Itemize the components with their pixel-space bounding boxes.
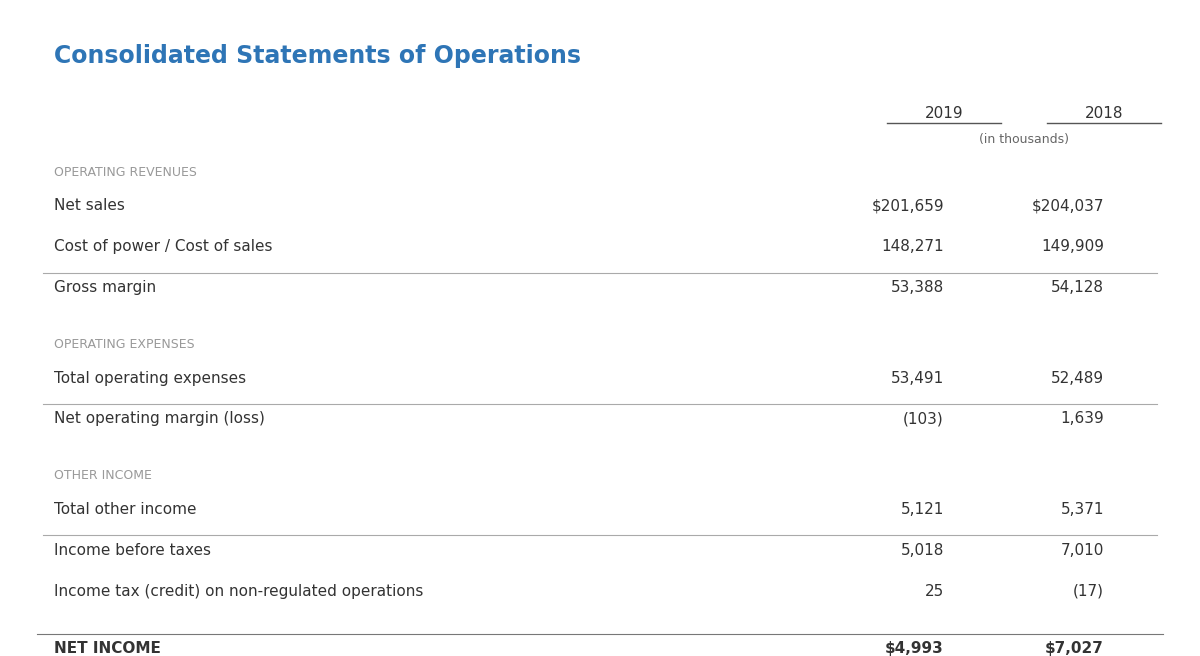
FancyBboxPatch shape [36, 628, 1164, 656]
Text: 54,128: 54,128 [1051, 280, 1104, 295]
Text: OPERATING EXPENSES: OPERATING EXPENSES [54, 338, 196, 351]
Text: 5,121: 5,121 [900, 502, 944, 517]
Text: 149,909: 149,909 [1042, 239, 1104, 255]
Text: Income before taxes: Income before taxes [54, 543, 211, 558]
Text: Total other income: Total other income [54, 502, 197, 517]
Text: Consolidated Statements of Operations: Consolidated Statements of Operations [54, 44, 581, 68]
Text: Net operating margin (loss): Net operating margin (loss) [54, 411, 265, 426]
Text: NET INCOME: NET INCOME [54, 642, 161, 656]
Text: 25: 25 [925, 584, 944, 598]
Text: OTHER INCOME: OTHER INCOME [54, 469, 152, 482]
Text: 2018: 2018 [1085, 106, 1123, 121]
Text: Income tax (credit) on non-regulated operations: Income tax (credit) on non-regulated ope… [54, 584, 424, 598]
Text: Gross margin: Gross margin [54, 280, 156, 295]
Text: 2019: 2019 [925, 106, 964, 121]
Text: 5,018: 5,018 [900, 543, 944, 558]
Text: 148,271: 148,271 [881, 239, 944, 255]
Text: $201,659: $201,659 [871, 198, 944, 213]
Text: $204,037: $204,037 [1032, 198, 1104, 213]
Text: 5,371: 5,371 [1061, 502, 1104, 517]
Text: Total operating expenses: Total operating expenses [54, 371, 246, 386]
Text: $7,027: $7,027 [1045, 642, 1104, 656]
Text: Net sales: Net sales [54, 198, 125, 213]
Text: (103): (103) [904, 411, 944, 426]
Text: 53,491: 53,491 [890, 371, 944, 386]
Text: (in thousands): (in thousands) [979, 133, 1069, 146]
Text: Cost of power / Cost of sales: Cost of power / Cost of sales [54, 239, 272, 255]
Text: 1,639: 1,639 [1061, 411, 1104, 426]
Text: OPERATING REVENUES: OPERATING REVENUES [54, 166, 197, 178]
Text: $4,993: $4,993 [886, 642, 944, 656]
Text: 7,010: 7,010 [1061, 543, 1104, 558]
Text: (17): (17) [1073, 584, 1104, 598]
Text: 53,388: 53,388 [890, 280, 944, 295]
Text: 52,489: 52,489 [1051, 371, 1104, 386]
